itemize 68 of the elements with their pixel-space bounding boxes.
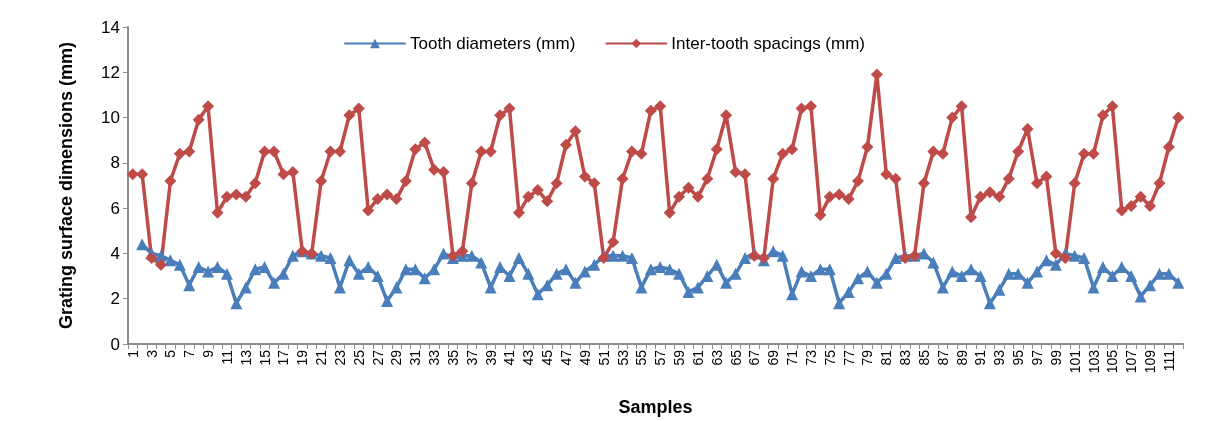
x-tick-label: 77 (840, 349, 857, 366)
x-tick-label: 27 (369, 349, 386, 366)
x-tick-label: 93 (991, 349, 1008, 366)
x-tick-label: 59 (671, 349, 688, 366)
y-axis-title: Grating surface dimensions (mm) (56, 41, 76, 330)
x-tick-label: 39 (482, 349, 499, 366)
x-tick-label: 43 (520, 349, 537, 366)
x-tick-label: 17 (275, 349, 292, 366)
x-tick-label: 33 (426, 349, 443, 366)
x-tick-label: 51 (595, 349, 612, 366)
legend-label: Inter-tooth spacings (mm) (671, 34, 866, 53)
x-tick-label: 63 (708, 349, 725, 366)
x-tick-label: 97 (1029, 349, 1045, 366)
x-tick-label: 83 (897, 349, 914, 366)
x-tick-label: 61 (689, 349, 706, 366)
x-tick-label: 45 (539, 349, 556, 366)
x-tick-label: 23 (331, 349, 348, 366)
y-tick-label: 4 (110, 243, 120, 263)
x-axis-title: Samples (618, 397, 693, 417)
x-tick-label: 41 (501, 349, 518, 366)
x-tick-label: 29 (388, 349, 405, 366)
x-tick-label: 47 (558, 349, 575, 366)
x-tick-label: 71 (784, 349, 801, 366)
x-tick-label: 91 (972, 349, 989, 366)
x-tick-label: 105 (1104, 349, 1121, 374)
y-tick-label: 0 (110, 334, 120, 354)
x-tick-label: 15 (256, 349, 273, 366)
x-tick-label: 99 (1047, 349, 1064, 366)
x-tick-label: 5 (162, 349, 179, 358)
x-tick-label: 1 (124, 349, 141, 358)
x-tick-label: 57 (652, 349, 669, 366)
x-tick-label: 37 (463, 349, 480, 366)
x-tick-label: 89 (953, 349, 970, 366)
x-tick-label: 109 (1142, 349, 1159, 374)
y-tick-label: 12 (101, 62, 120, 82)
x-tick-label: 111 (1160, 349, 1177, 372)
x-tick-label: 85 (915, 349, 932, 366)
x-tick-label: 13 (237, 349, 254, 366)
x-tick-label: 3 (143, 349, 160, 358)
x-tick-label: 7 (181, 349, 198, 358)
x-tick-label: 49 (576, 349, 593, 366)
legend-label: Tooth diameters (mm) (410, 34, 576, 53)
x-tick-label: 95 (1010, 349, 1027, 366)
y-tick-label: 2 (110, 289, 120, 309)
x-tick-label: 69 (765, 349, 782, 366)
y-tick-label: 8 (110, 153, 120, 173)
x-tick-label: 87 (934, 349, 951, 366)
x-tick-label: 21 (313, 349, 330, 366)
x-tick-label: 55 (633, 349, 650, 366)
x-tick-label: 25 (350, 349, 367, 366)
x-tick-label: 31 (407, 349, 424, 366)
x-tick-label: 79 (859, 349, 876, 366)
x-tick-label: 11 (218, 349, 235, 365)
y-tick-label: 6 (110, 198, 120, 218)
x-tick-label: 101 (1066, 349, 1083, 374)
x-tick-label: 107 (1123, 349, 1140, 374)
y-tick-label: 14 (101, 17, 120, 37)
x-tick-label: 65 (727, 349, 744, 366)
y-tick-label: 10 (101, 108, 120, 128)
x-tick-label: 9 (200, 349, 217, 358)
x-tick-label: 103 (1085, 349, 1102, 374)
x-tick-label: 73 (802, 349, 819, 366)
x-tick-label: 75 (821, 349, 838, 366)
x-tick-label: 19 (294, 349, 311, 366)
x-tick-label: 35 (444, 349, 461, 366)
x-tick-label: 53 (614, 349, 631, 366)
x-tick-label: 67 (746, 349, 763, 366)
x-tick-label: 81 (878, 349, 895, 366)
